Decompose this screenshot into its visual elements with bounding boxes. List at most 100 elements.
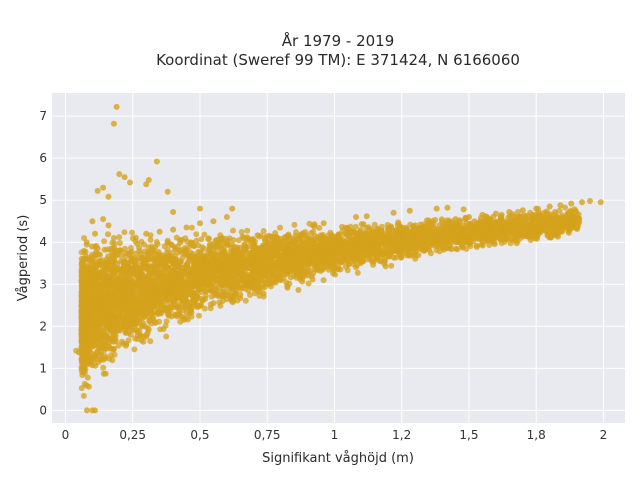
- scatter-point: [298, 232, 305, 239]
- scatter-point: [168, 241, 175, 248]
- scatter-point: [157, 310, 164, 317]
- scatter-point: [80, 259, 87, 266]
- scatter-point: [230, 227, 236, 234]
- scatter-point: [103, 261, 110, 268]
- scatter-point: [238, 229, 245, 235]
- scatter-point: [296, 265, 303, 272]
- scatter-point: [100, 364, 107, 371]
- scatter-point: [199, 270, 206, 277]
- scatter-point: [182, 235, 189, 242]
- scatter-point: [529, 229, 536, 235]
- scatter-point: [210, 271, 217, 278]
- scatter-point: [107, 326, 114, 333]
- scatter-point: [116, 240, 123, 246]
- scatter-point: [144, 254, 151, 261]
- scatter-point: [180, 307, 187, 313]
- scatter-point: [100, 330, 107, 337]
- scatter-point: [491, 239, 498, 246]
- scatter-point: [116, 234, 123, 241]
- scatter-point: [223, 240, 230, 247]
- scatter-point: [344, 249, 351, 256]
- scatter-point: [285, 231, 292, 238]
- scatter-point: [105, 231, 111, 238]
- scatter-point: [100, 370, 107, 377]
- scatter-point: [164, 246, 171, 253]
- scatter-point: [365, 224, 372, 231]
- scatter-point: [185, 272, 192, 279]
- scatter-point: [388, 262, 395, 269]
- scatter-point: [153, 239, 160, 245]
- scatter-point: [217, 302, 224, 309]
- scatter-point: [119, 338, 125, 345]
- scatter-point: [125, 337, 132, 344]
- scatter-point: [105, 309, 112, 316]
- scatter-point: [320, 277, 327, 284]
- scatter-point: [505, 218, 511, 225]
- chart-title-line-2: Koordinat (Sweref 99 TM): E 371424, N 61…: [156, 51, 520, 69]
- scatter-point: [326, 253, 333, 259]
- scatter-point: [544, 232, 551, 239]
- scatter-point: [233, 282, 240, 289]
- scatter-point: [218, 266, 225, 273]
- scatter-point: [183, 302, 190, 309]
- scatter-point: [237, 278, 244, 285]
- scatter-point: [573, 225, 580, 231]
- scatter-point: [115, 342, 122, 349]
- scatter-point: [292, 232, 299, 239]
- scatter-point: [228, 241, 235, 248]
- scatter-point: [105, 266, 112, 273]
- scatter-point: [411, 249, 418, 256]
- scatter-point: [324, 242, 331, 249]
- scatter-point: [107, 294, 114, 301]
- scatter-point: [101, 238, 108, 245]
- scatter-point: [256, 292, 263, 299]
- scatter-point: [83, 382, 90, 389]
- scatter-point: [483, 237, 490, 244]
- scatter-point: [148, 243, 155, 250]
- scatter-point: [161, 256, 167, 263]
- scatter-point: [242, 297, 249, 304]
- scatter-point: [190, 273, 196, 280]
- scatter-point: [163, 333, 170, 340]
- scatter-point: [275, 237, 282, 244]
- scatter-point: [327, 229, 334, 236]
- scatter-point: [554, 228, 561, 235]
- scatter-point: [122, 301, 128, 308]
- scatter-point: [498, 240, 505, 246]
- scatter-point: [128, 248, 135, 255]
- scatter-point: [154, 294, 161, 301]
- scatter-point: [309, 276, 316, 283]
- scatter-point: [143, 262, 149, 269]
- scatter-point: [234, 297, 241, 304]
- scatter-point: [228, 296, 235, 302]
- scatter-point: [129, 235, 136, 242]
- scatter-point: [347, 239, 354, 246]
- scatter-point: [277, 224, 283, 231]
- scatter-point: [180, 285, 187, 292]
- scatter-point: [512, 237, 519, 244]
- scatter-point: [78, 366, 85, 373]
- scatter-point: [454, 246, 461, 253]
- scatter-point: [344, 267, 351, 274]
- scatter-point: [78, 324, 85, 331]
- scatter-point: [352, 223, 359, 230]
- scatter-point: [195, 242, 202, 249]
- scatter-point: [354, 269, 361, 276]
- scatter-point: [217, 232, 224, 239]
- scatter-point: [189, 279, 196, 286]
- scatter-point: [162, 277, 168, 284]
- scatter-point: [78, 266, 85, 273]
- scatter-point: [295, 287, 302, 293]
- scatter-point: [382, 263, 389, 270]
- scatter-point: [196, 312, 202, 319]
- scatter-point: [131, 262, 138, 269]
- scatter-point: [478, 241, 485, 248]
- scatter-point: [111, 284, 118, 291]
- scatter-point: [83, 241, 90, 248]
- scatter-point: [79, 372, 86, 379]
- scatter-point: [438, 224, 445, 231]
- scatter-point: [188, 224, 195, 231]
- scatter-point: [197, 257, 204, 264]
